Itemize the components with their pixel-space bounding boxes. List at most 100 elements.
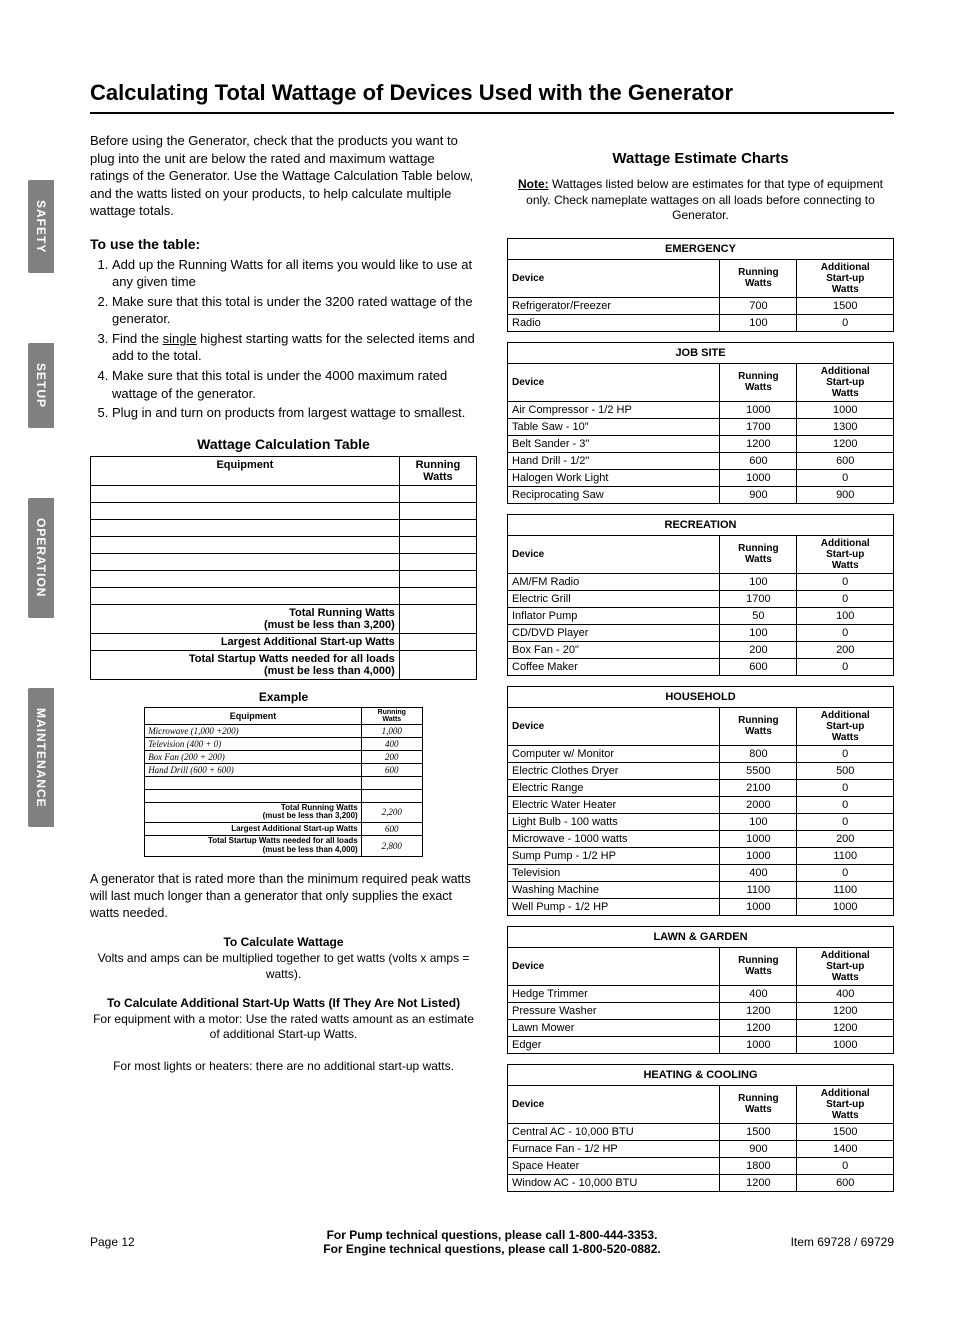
running-cell: 400 [720, 985, 797, 1002]
estimate-row: Edger10001000 [508, 1036, 894, 1053]
estimate-row: Hedge Trimmer400400 [508, 985, 894, 1002]
estimate-row: AM/FM Radio1000 [508, 573, 894, 590]
startup-cell: 0 [797, 314, 894, 331]
calc-summary-row: Total Startup Watts needed for all loads… [91, 650, 477, 679]
calc-startup-body1: For equipment with a motor: Use the rate… [93, 1012, 474, 1042]
calc-summary-row: Largest Additional Start-up Watts [91, 633, 477, 650]
estimate-row: Pressure Washer12001200 [508, 1002, 894, 1019]
estimate-table: JOB SITEDeviceRunningWattsAdditionalStar… [507, 342, 894, 504]
footer-item: Item 69728 / 69729 [744, 1235, 894, 1249]
col-device: Device [508, 707, 720, 745]
running-cell: 1000 [720, 847, 797, 864]
startup-cell: 0 [797, 1157, 894, 1174]
running-cell: 100 [720, 624, 797, 641]
example-title: Example [144, 690, 423, 704]
startup-cell: 1300 [797, 418, 894, 435]
category-head: EMERGENCY [508, 238, 894, 259]
startup-cell: 100 [797, 607, 894, 624]
intro-text: Before using the Generator, check that t… [90, 132, 477, 220]
running-cell: 1000 [720, 401, 797, 418]
startup-cell: 1500 [797, 297, 894, 314]
estimate-row: Table Saw - 10"17001300 [508, 418, 894, 435]
estimate-row: Sump Pump - 1/2 HP10001100 [508, 847, 894, 864]
running-cell: 50 [720, 607, 797, 624]
startup-cell: 0 [797, 745, 894, 762]
estimate-row: Radio1000 [508, 314, 894, 331]
estimate-row: Electric Grill17000 [508, 590, 894, 607]
example-row: Hand Drill (600 + 600)600 [145, 763, 423, 776]
col-running: RunningWatts [720, 1085, 797, 1123]
col-running: RunningWatts [720, 707, 797, 745]
estimate-table: HOUSEHOLDDeviceRunningWattsAdditionalSta… [507, 686, 894, 916]
calc-blank-row [91, 485, 477, 502]
running-cell: 1200 [720, 1002, 797, 1019]
startup-cell: 0 [797, 813, 894, 830]
startup-cell: 0 [797, 779, 894, 796]
device-cell: Well Pump - 1/2 HP [508, 898, 720, 915]
running-cell: 600 [720, 658, 797, 675]
running-cell: 1000 [720, 469, 797, 486]
calc-table: Equipment Running Watts Total Running Wa… [90, 456, 477, 680]
device-cell: Television [508, 864, 720, 881]
footer-center: For Pump technical questions, please cal… [240, 1228, 744, 1256]
running-cell: 1700 [720, 418, 797, 435]
running-cell: 900 [720, 486, 797, 503]
device-cell: Computer w/ Monitor [508, 745, 720, 762]
steps-list: Add up the Running Watts for all items y… [90, 256, 477, 422]
estimate-row: Microwave - 1000 watts1000200 [508, 830, 894, 847]
device-cell: Air Compressor - 1/2 HP [508, 401, 720, 418]
device-cell: Central AC - 10,000 BTU [508, 1123, 720, 1140]
startup-cell: 1100 [797, 847, 894, 864]
step-item: Plug in and turn on products from larges… [112, 404, 477, 422]
step-item: Make sure that this total is under the 4… [112, 367, 477, 402]
col-startup: AdditionalStart-upWatts [797, 363, 894, 401]
device-cell: Furnace Fan - 1/2 HP [508, 1140, 720, 1157]
step-item: Add up the Running Watts for all items y… [112, 256, 477, 291]
calc-table-title: Wattage Calculation Table [90, 436, 477, 452]
ex-col-running: RunningWatts [361, 707, 422, 724]
estimate-row: Space Heater18000 [508, 1157, 894, 1174]
estimate-row: Electric Clothes Dryer5500500 [508, 762, 894, 779]
calc-blank-row [91, 587, 477, 604]
category-head: HOUSEHOLD [508, 686, 894, 707]
para-after-example: A generator that is rated more than the … [90, 871, 477, 922]
example-summary-row: Total Running Watts(must be less than 3,… [145, 802, 423, 823]
startup-cell: 0 [797, 864, 894, 881]
startup-cell: 0 [797, 796, 894, 813]
startup-cell: 1400 [797, 1140, 894, 1157]
page: Calculating Total Wattage of Devices Use… [0, 0, 954, 1296]
example-summary-row: Largest Additional Start-up Watts600 [145, 823, 423, 836]
running-cell: 1200 [720, 1019, 797, 1036]
running-cell: 800 [720, 745, 797, 762]
right-note-label: Note: [518, 177, 549, 191]
startup-cell: 1000 [797, 1036, 894, 1053]
estimate-tables: EMERGENCYDeviceRunningWattsAdditionalSta… [507, 238, 894, 1192]
category-head: RECREATION [508, 514, 894, 535]
device-cell: Halogen Work Light [508, 469, 720, 486]
startup-cell: 200 [797, 830, 894, 847]
device-cell: Coffee Maker [508, 658, 720, 675]
device-cell: Electric Water Heater [508, 796, 720, 813]
running-cell: 100 [720, 813, 797, 830]
running-cell: 2100 [720, 779, 797, 796]
startup-cell: 0 [797, 573, 894, 590]
category-head: LAWN & GARDEN [508, 926, 894, 947]
col-running: RunningWatts [720, 947, 797, 985]
calc-wattage-body: Volts and amps can be multiplied togethe… [98, 951, 470, 981]
device-cell: Hand Drill - 1/2" [508, 452, 720, 469]
startup-cell: 500 [797, 762, 894, 779]
device-cell: AM/FM Radio [508, 573, 720, 590]
col-startup: AdditionalStart-upWatts [797, 947, 894, 985]
calc-blank-row [91, 536, 477, 553]
startup-cell: 0 [797, 624, 894, 641]
estimate-row: Central AC - 10,000 BTU15001500 [508, 1123, 894, 1140]
running-cell: 1000 [720, 1036, 797, 1053]
running-cell: 900 [720, 1140, 797, 1157]
estimate-row: Light Bulb - 100 watts1000 [508, 813, 894, 830]
estimate-table: LAWN & GARDENDeviceRunningWattsAdditiona… [507, 926, 894, 1054]
estimate-row: Washing Machine11001100 [508, 881, 894, 898]
estimate-row: Inflator Pump50100 [508, 607, 894, 624]
calc-startup-body2: For most lights or heaters: there are no… [113, 1059, 454, 1073]
running-cell: 700 [720, 297, 797, 314]
right-heading: Wattage Estimate Charts [507, 150, 894, 167]
